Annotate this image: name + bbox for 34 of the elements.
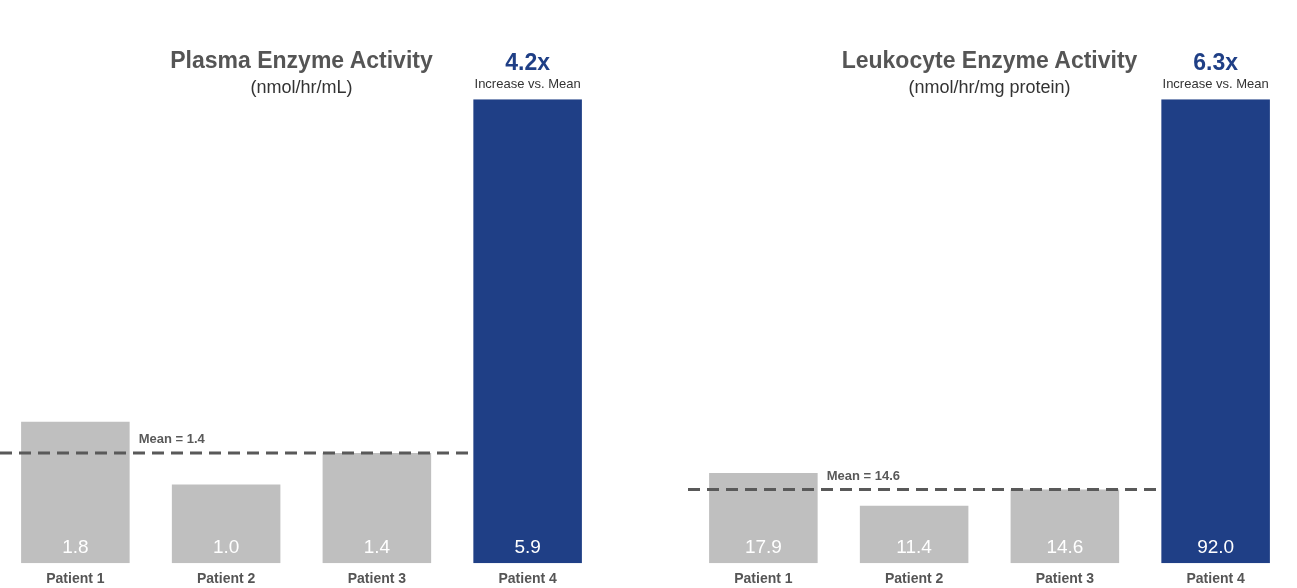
data-label: 17.9: [744, 535, 782, 557]
chart-title: Leukocyte Enzyme Activity: [841, 47, 1138, 74]
bar: [171, 484, 281, 564]
annotation: 6.3x: [1193, 49, 1239, 76]
x-tick-label: Patient 1: [734, 570, 793, 587]
data-label: 1.8: [62, 535, 89, 557]
data-label: 1.4: [363, 535, 391, 557]
data-label: 1.0: [212, 535, 240, 557]
annotation: Increase vs. Mean: [1162, 76, 1269, 92]
chart-subtitle: (nmol/hr/mg protein): [908, 77, 1071, 98]
bar: [322, 453, 432, 564]
ref-line-label: Mean = 14.6: [826, 467, 901, 483]
bar: [21, 421, 130, 564]
x-tick-label: Patient 4: [498, 570, 558, 587]
bar: [1161, 99, 1270, 564]
bar: [709, 472, 818, 564]
ref-line-label: Mean = 1.4: [138, 431, 206, 447]
bar: [859, 505, 969, 564]
x-tick-label: Patient 4: [1186, 570, 1246, 587]
chart-title: Plasma Enzyme Activity: [170, 47, 433, 74]
x-tick-label: Patient 2: [884, 570, 944, 587]
data-label: 11.4: [896, 535, 933, 557]
x-tick-label: Patient 3: [1035, 570, 1095, 587]
bar: [473, 99, 582, 564]
annotation: 4.2x: [505, 49, 551, 76]
bar: [1010, 489, 1120, 564]
data-label: 14.6: [1046, 535, 1084, 557]
x-tick-label: Patient 1: [46, 570, 105, 587]
data-label: 92.0: [1197, 535, 1235, 557]
x-tick-label: Patient 3: [347, 570, 407, 587]
data-label: 5.9: [514, 535, 541, 557]
annotation: Increase vs. Mean: [474, 76, 581, 92]
chart-subtitle: (nmol/hr/mL): [250, 77, 353, 98]
x-tick-label: Patient 2: [196, 570, 256, 587]
